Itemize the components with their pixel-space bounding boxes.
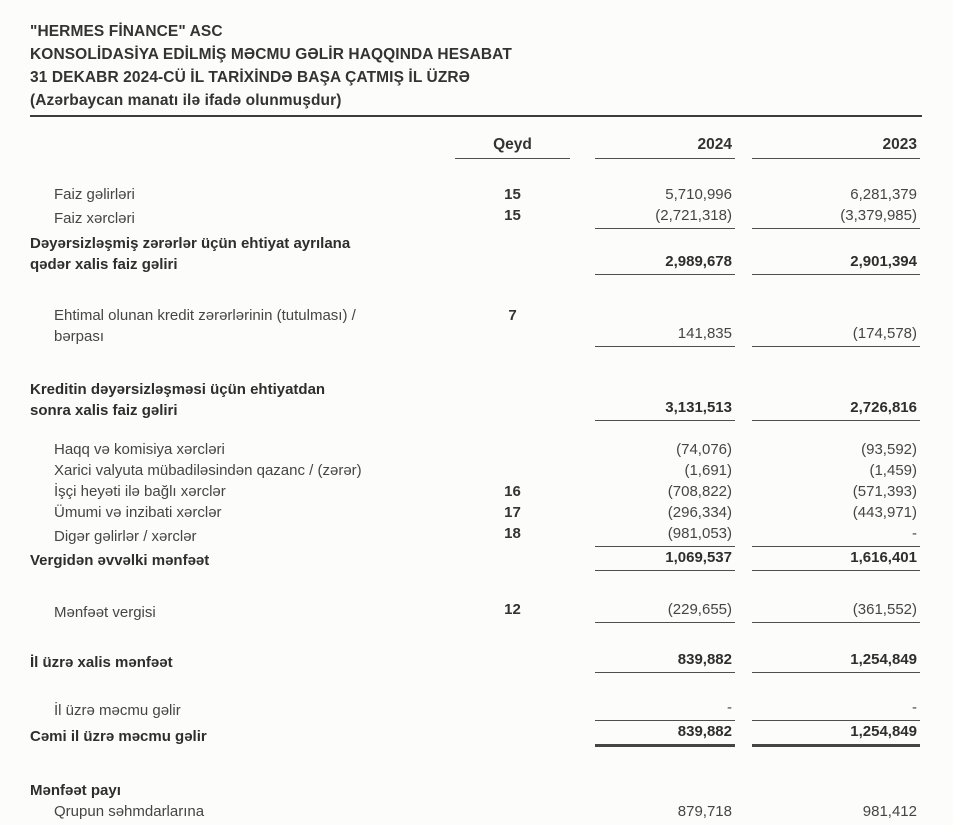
value-2024: 839,882 bbox=[595, 649, 735, 673]
value-2024: 2,989,678 bbox=[595, 251, 735, 275]
value-2024: (74,076) bbox=[676, 441, 732, 458]
row-label: Haqq və komisiya xərcləri bbox=[54, 441, 225, 458]
value-2023: (3,379,985) bbox=[752, 205, 920, 229]
table-row: Dəyərsizləşmiş zərərlər üçün ehtiyat ayr… bbox=[30, 233, 922, 275]
value-2023: - bbox=[752, 697, 920, 721]
value-2024: (981,053) bbox=[595, 523, 735, 547]
value-2023: (443,971) bbox=[852, 504, 917, 521]
row-label: Faiz xərcləri bbox=[54, 210, 135, 227]
row-label: Faiz gəlirləri bbox=[54, 186, 135, 203]
value-2024: 5,710,996 bbox=[665, 186, 732, 203]
statement-title: KONSOLİDASİYA EDİLMİŞ MƏCMU GƏLİR HAQQIN… bbox=[30, 46, 512, 63]
table-row: Cəmi il üzrə məcmu gəlir 839,882 1,254,849 bbox=[30, 721, 922, 747]
column-header-note: Qeyd bbox=[455, 134, 570, 159]
row-label: Mənfəət payı bbox=[30, 782, 121, 799]
column-header-2023: 2023 bbox=[752, 134, 920, 159]
value-2024: (229,655) bbox=[595, 599, 735, 623]
value-2024: 1,069,537 bbox=[595, 547, 735, 571]
row-label: Digər gəlirlər / xərclər bbox=[54, 528, 197, 545]
note-cell: 18 bbox=[504, 525, 521, 542]
row-label: Vergidən əvvəlki mənfəət bbox=[30, 552, 210, 569]
row-label: Ehtimal olunan kredit zərərlərinin (tutu… bbox=[54, 307, 356, 345]
table-row: İşçi heyəti ilə bağlı xərclər 16 (708,822)… bbox=[30, 481, 922, 502]
table-row: Faiz gəlirləri 15 5,710,996 6,281,379 bbox=[30, 184, 922, 205]
table-row: Kreditin dəyərsizləşməsi üçün ehtiyatdan… bbox=[30, 379, 922, 421]
value-2023: (93,592) bbox=[861, 441, 917, 458]
document-header: "HERMES FİNANCE" ASC KONSOLİDASİYA EDİLM… bbox=[30, 20, 922, 112]
value-2024: (296,334) bbox=[667, 504, 732, 521]
value-2024: (708,822) bbox=[667, 483, 732, 500]
value-2024: 3,131,513 bbox=[595, 397, 735, 421]
row-label: Ümumi və inzibati xərclər bbox=[54, 504, 222, 521]
row-label: Cəmi il üzrə məcmu gəlir bbox=[30, 728, 207, 745]
value-2023: 2,901,394 bbox=[752, 251, 920, 275]
header-rule bbox=[30, 115, 922, 117]
table-row: Ehtimal olunan kredit zərərlərinin (tutu… bbox=[30, 305, 922, 347]
value-2023: (571,393) bbox=[852, 483, 917, 500]
table-row: İl üzrə xalis mənfəət 839,882 1,254,849 bbox=[30, 649, 922, 673]
row-label: Xarici valyuta mübadiləsindən qazanc / (… bbox=[54, 462, 362, 479]
table-row: Faiz xərcləri 15 (2,721,318) (3,379,985) bbox=[30, 205, 922, 229]
table-row: Digər gəlirlər / xərclər 18 (981,053) - bbox=[30, 523, 922, 547]
value-2024: 839,882 bbox=[595, 721, 735, 747]
value-2023: 1,254,849 bbox=[752, 649, 920, 673]
value-2024: 879,718 bbox=[677, 803, 732, 820]
value-2023: 1,254,849 bbox=[752, 721, 920, 747]
value-2023: (1,459) bbox=[869, 462, 917, 479]
row-label: Kreditin dəyərsizləşməsi üçün ehtiyatdan… bbox=[30, 381, 326, 419]
table-row: Vergidən əvvəlki mənfəət 1,069,537 1,616,4… bbox=[30, 547, 922, 571]
row-label: İşçi heyəti ilə bağlı xərclər bbox=[54, 483, 226, 500]
company-name: "HERMES FİNANCE" ASC bbox=[30, 23, 223, 40]
value-2023: 6,281,379 bbox=[850, 186, 917, 203]
note-cell: 7 bbox=[508, 307, 517, 324]
note-cell: 16 bbox=[504, 483, 521, 500]
value-2023: - bbox=[752, 523, 920, 547]
table-row: Ümumi və inzibati xərclər 17 (296,334) (443… bbox=[30, 502, 922, 523]
table-row: Qrupun səhmdarlarına 879,718 981,412 bbox=[30, 801, 922, 822]
statement-rows: Faiz gəlirləri 15 5,710,996 6,281,379 Faiz x… bbox=[30, 184, 922, 825]
row-label: Mənfəət vergisi bbox=[54, 604, 156, 621]
value-2024: 141,835 bbox=[595, 323, 735, 347]
table-row: Mənfəət payı bbox=[30, 780, 922, 801]
row-label: İl üzrə xalis mənfəət bbox=[30, 654, 173, 671]
value-2023: (174,578) bbox=[752, 323, 920, 347]
note-cell: 15 bbox=[504, 186, 521, 203]
value-2023: 2,726,816 bbox=[752, 397, 920, 421]
table-row: İl üzrə məcmu gəlir - - bbox=[30, 697, 922, 721]
row-label: İl üzrə məcmu gəlir bbox=[54, 702, 181, 719]
value-2024: (2,721,318) bbox=[595, 205, 735, 229]
value-2024: (1,691) bbox=[684, 462, 732, 479]
currency-note: (Azərbaycan manatı ilə ifadə olunmuşdur) bbox=[30, 92, 342, 109]
value-2023: 981,412 bbox=[862, 803, 917, 820]
note-cell: 15 bbox=[504, 207, 521, 224]
value-2023: 1,616,401 bbox=[752, 547, 920, 571]
statement-period: 31 DEKABR 2024-CÜ İL TARİXİNDƏ BAŞA ÇATM… bbox=[30, 69, 471, 86]
row-label: Dəyərsizləşmiş zərərlər üçün ehtiyat ayr… bbox=[30, 235, 351, 273]
table-row: Haqq və komisiya xərcləri (74,076) (93,592… bbox=[30, 439, 922, 460]
table-row: Xarici valyuta mübadiləsindən qazanc / (… bbox=[30, 460, 922, 481]
table-row: Mənfəət vergisi 12 (229,655) (361,552) bbox=[30, 599, 922, 623]
value-2024: - bbox=[595, 697, 735, 721]
note-cell: 17 bbox=[504, 504, 521, 521]
row-label: Qrupun səhmdarlarına bbox=[54, 803, 205, 820]
note-cell: 12 bbox=[504, 601, 521, 618]
value-2023: (361,552) bbox=[752, 599, 920, 623]
column-header-row: Qeyd 2024 2023 bbox=[30, 134, 922, 159]
column-header-2024: 2024 bbox=[595, 134, 735, 159]
